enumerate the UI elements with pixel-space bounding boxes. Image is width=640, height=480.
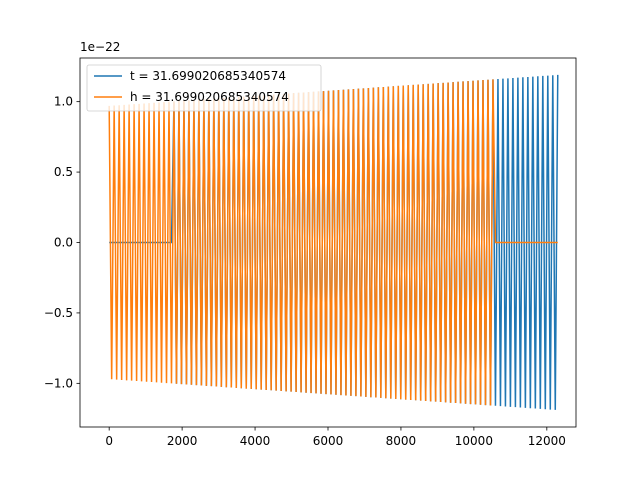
x-axis: 0 2000 4000 6000 8000 10000 12000 <box>105 427 566 448</box>
y-scale-label: 1e−22 <box>80 40 120 54</box>
x-tick-label: 10000 <box>455 434 493 448</box>
legend-label-t: t = 31.699020685340574 <box>130 69 286 83</box>
legend-label-h: h = 31.699020685340574 <box>130 90 289 104</box>
y-tick-label: 1.0 <box>54 95 73 109</box>
x-tick-label: 12000 <box>528 434 566 448</box>
y-tick-label: −0.5 <box>44 306 73 320</box>
y-axis: −1.0 −0.5 0.0 0.5 1.0 <box>44 95 80 390</box>
legend-box <box>86 64 322 112</box>
x-tick-label: 0 <box>105 434 113 448</box>
y-tick-label: 0.0 <box>54 236 73 250</box>
x-tick-label: 2000 <box>167 434 198 448</box>
x-tick-label: 4000 <box>240 434 271 448</box>
x-tick-label: 8000 <box>386 434 417 448</box>
y-tick-label: 0.5 <box>54 165 73 179</box>
y-tick-label: −1.0 <box>44 376 73 390</box>
x-tick-label: 6000 <box>313 434 344 448</box>
legend: t = 31.699020685340574 h = 31.6990206853… <box>86 64 322 112</box>
